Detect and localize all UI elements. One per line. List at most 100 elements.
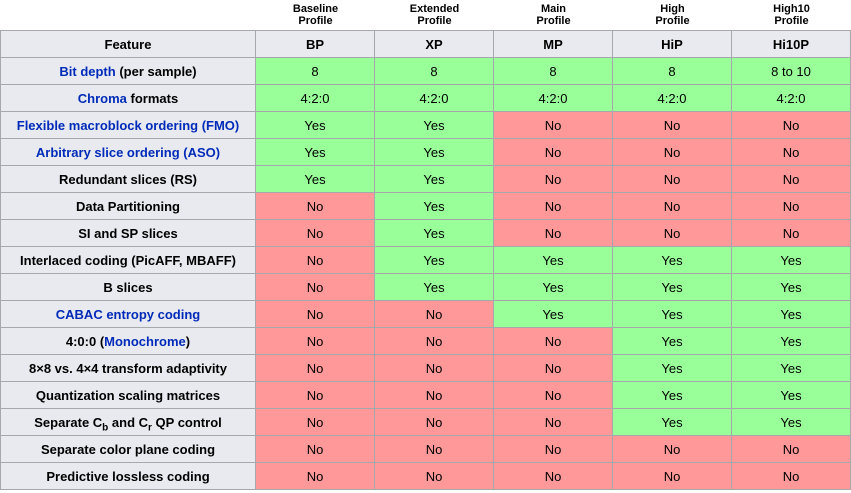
value-cell: Yes: [374, 246, 494, 274]
value-cell: Yes: [374, 192, 494, 220]
value-cell: No: [255, 408, 375, 436]
value-cell: No: [493, 111, 613, 139]
feature-text: (per sample): [115, 63, 197, 79]
table-row: SI and SP slices No Yes No No No: [0, 219, 851, 247]
value-cell: No: [612, 219, 732, 247]
value-cell: No: [612, 435, 732, 463]
value-cell: Yes: [612, 354, 732, 382]
profile-header-hip: HiP: [612, 30, 732, 58]
feature-link[interactable]: Monochrome: [104, 333, 186, 349]
feature-link[interactable]: Arbitrary slice ordering (ASO): [35, 144, 221, 160]
value-cell: No: [255, 381, 375, 409]
feature-cell: SI and SP slices: [0, 219, 256, 247]
value-cell: Yes: [493, 273, 613, 301]
value-cell: Yes: [612, 381, 732, 409]
feature-text: formats: [126, 90, 179, 106]
table-row: CABAC entropy coding No No Yes Yes Yes: [0, 300, 851, 328]
table-row: Separate color plane coding No No No No No: [0, 435, 851, 463]
value-cell: Yes: [255, 138, 375, 166]
value-cell: 8: [374, 57, 494, 85]
feature-link[interactable]: CABAC entropy coding: [55, 306, 201, 322]
feature-text: Separate color plane coding: [40, 441, 216, 457]
value-cell: No: [374, 408, 494, 436]
value-cell: No: [255, 219, 375, 247]
value-cell: No: [255, 327, 375, 355]
value-cell: 4:2:0: [493, 84, 613, 112]
value-cell: Yes: [374, 111, 494, 139]
value-cell: Yes: [612, 300, 732, 328]
value-cell: No: [493, 192, 613, 220]
feature-cell: Separate Cb and Cr QP control: [0, 408, 256, 436]
value-cell: 8: [612, 57, 732, 85]
feature-text: 4:0:0 (: [65, 333, 105, 349]
profile-label-hi10p: High10 Profile: [773, 3, 810, 27]
value-cell: Yes: [612, 273, 732, 301]
value-cell: Yes: [731, 300, 851, 328]
value-cell: 4:2:0: [255, 84, 375, 112]
value-cell: Yes: [255, 111, 375, 139]
value-cell: Yes: [493, 246, 613, 274]
value-cell: Yes: [493, 300, 613, 328]
table-row: Interlaced coding (PicAFF, MBAFF) No Yes Ye…: [0, 246, 851, 274]
feature-link[interactable]: Bit depth: [59, 63, 116, 79]
value-cell: No: [374, 300, 494, 328]
profile-label-mp: Main Profile: [536, 3, 571, 27]
feature-text: 8×8 vs. 4×4 transform adaptivity: [29, 360, 227, 376]
feature-text: QP control: [151, 414, 222, 430]
table-row: Chroma formats 4:2:0 4:2:0 4:2:0 4:2:0 4:2:0: [0, 84, 851, 112]
table-header-row: Feature BP XP MP HiP Hi10P: [0, 30, 851, 58]
value-cell: No: [493, 435, 613, 463]
feature-text: and C: [108, 414, 149, 430]
feature-cell: Redundant slices (RS): [0, 165, 256, 193]
value-cell: 8: [493, 57, 613, 85]
feature-cell: Chroma formats: [0, 84, 256, 112]
feature-link[interactable]: Chroma: [77, 90, 127, 106]
value-cell: Yes: [731, 246, 851, 274]
value-cell: No: [374, 381, 494, 409]
value-cell: No: [612, 111, 732, 139]
value-cell: No: [255, 354, 375, 382]
value-cell: No: [374, 462, 494, 490]
feature-text: Data Partitioning: [75, 198, 180, 214]
table-row: Bit depth (per sample) 8 8 8 8 8 to 10: [0, 57, 851, 85]
value-cell: Yes: [374, 165, 494, 193]
value-cell: No: [493, 381, 613, 409]
subscript-text: r: [148, 422, 152, 434]
feature-text: Redundant slices (RS): [59, 171, 197, 187]
value-cell: No: [493, 354, 613, 382]
value-cell: Yes: [612, 408, 732, 436]
value-cell: Yes: [612, 246, 732, 274]
feature-header-cell: Feature: [0, 30, 256, 58]
feature-cell: 4:0:0 (Monochrome): [0, 327, 256, 355]
profile-header-xp: XP: [374, 30, 494, 58]
value-cell: No: [255, 300, 375, 328]
value-cell: Yes: [374, 273, 494, 301]
value-cell: Yes: [731, 354, 851, 382]
feature-cell: CABAC entropy coding: [0, 300, 256, 328]
table-row: 8×8 vs. 4×4 transform adaptivity No No No Ye…: [0, 354, 851, 382]
value-cell: No: [612, 462, 732, 490]
value-cell: Yes: [731, 327, 851, 355]
value-cell: No: [731, 192, 851, 220]
feature-cell: Bit depth (per sample): [0, 57, 256, 85]
value-cell: 4:2:0: [612, 84, 732, 112]
value-cell: No: [255, 246, 375, 274]
feature-link[interactable]: Flexible macroblock ordering (FMO): [16, 117, 240, 133]
feature-text: Predictive lossless coding: [46, 468, 210, 484]
value-cell: No: [255, 273, 375, 301]
feature-cell: Flexible macroblock ordering (FMO): [0, 111, 256, 139]
value-cell: No: [612, 165, 732, 193]
feature-cell: Data Partitioning: [0, 192, 256, 220]
value-cell: No: [493, 138, 613, 166]
feature-cell: Predictive lossless coding: [0, 462, 256, 490]
feature-cell: Arbitrary slice ordering (ASO): [0, 138, 256, 166]
profile-header-hi10p: Hi10P: [731, 30, 851, 58]
value-cell: No: [731, 219, 851, 247]
value-cell: 8 to 10: [731, 57, 851, 85]
profiles-feature-table: Feature BP XP MP HiP Hi10P Bit depth (per sa…: [0, 30, 851, 490]
table-row: B slices No Yes Yes Yes Yes: [0, 273, 851, 301]
feature-text: ): [185, 333, 191, 349]
table-row: Predictive lossless coding No No No No No: [0, 462, 851, 490]
value-cell: No: [255, 192, 375, 220]
